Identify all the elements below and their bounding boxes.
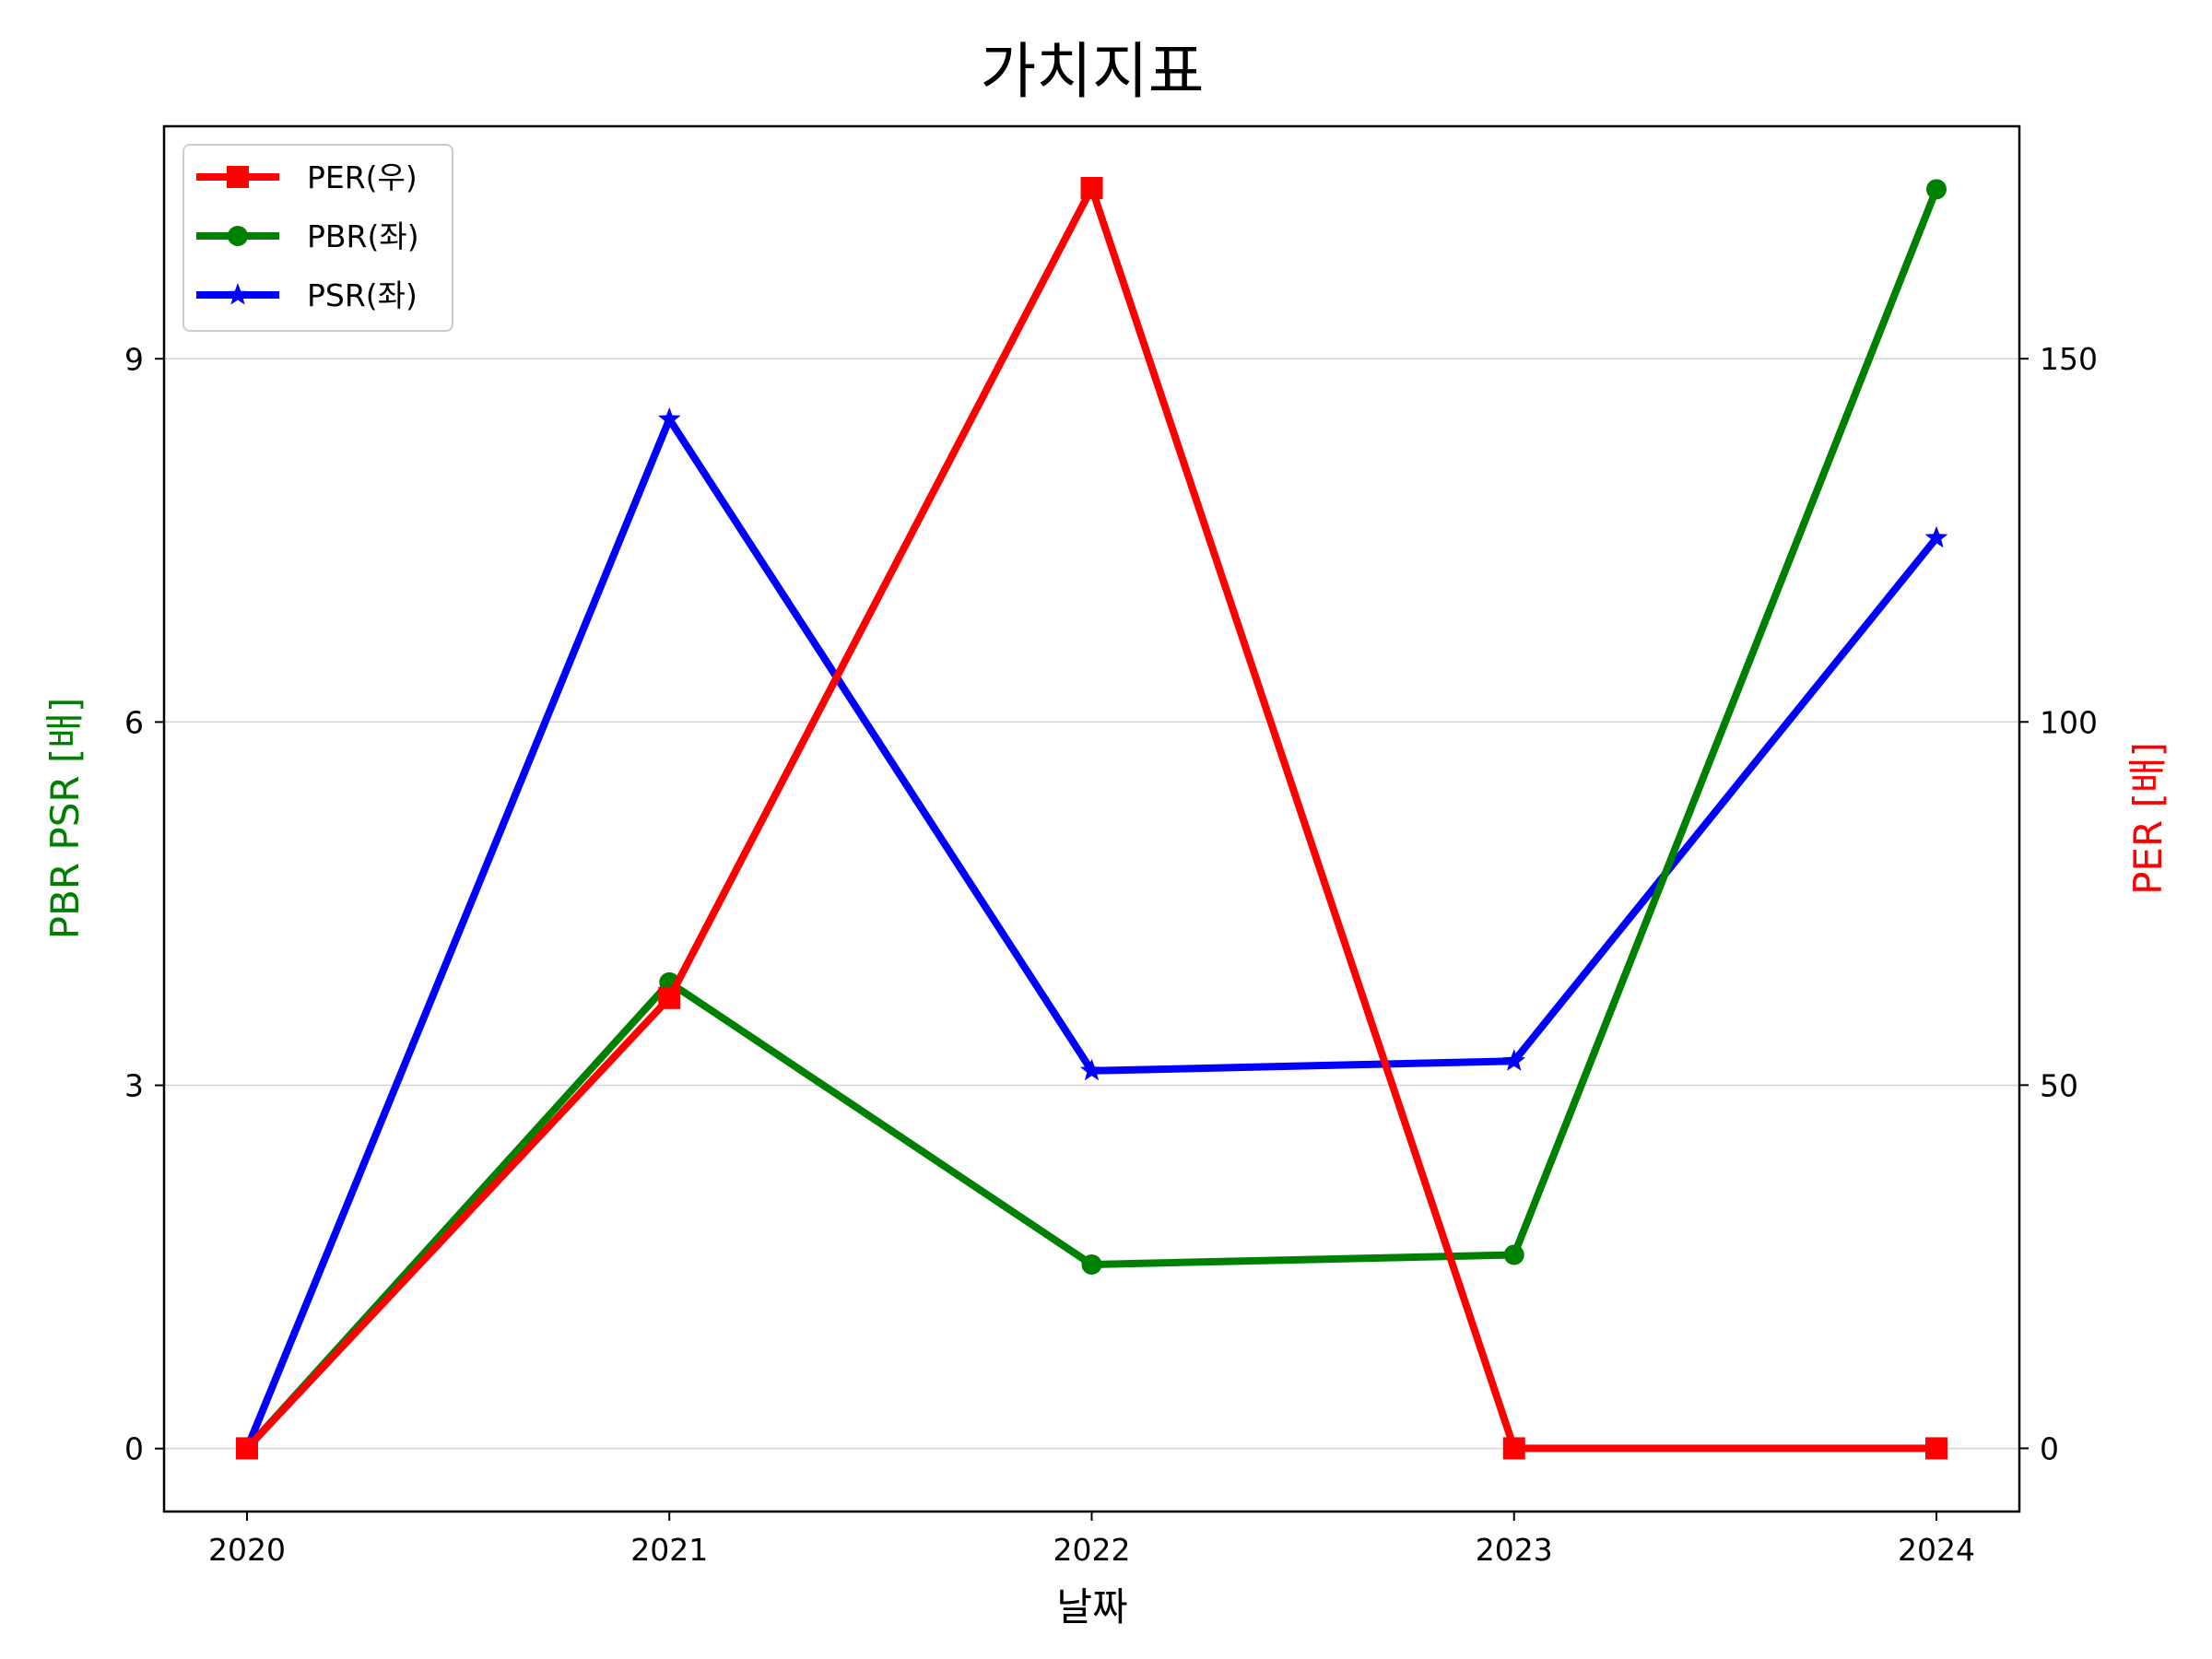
left-y-tick-label: 6 [124,704,144,740]
right-y-tick-label: 150 [2040,341,2098,377]
data-point [1502,1437,1525,1460]
x-tick-label: 2023 [1476,1532,1553,1568]
legend-item: PER(우) [196,159,418,195]
legend-frame [182,144,453,332]
left-y-axis-ticks: 0 3 6 9 [124,341,164,1467]
x-axis-ticks: 2020 2021 2022 2023 2024 [208,1512,1975,1568]
data-point [1926,179,1947,200]
legend-item: PBR(좌) [196,218,419,254]
data-point [1503,1244,1524,1265]
chart-title: 가치지표 [981,36,1205,107]
series-line [243,415,1940,1453]
legend: PER(우) PBR(좌) PSR(좌) [182,144,453,332]
series-layer [235,176,1948,1460]
data-point [1081,1253,1102,1275]
data-point [1925,1437,1947,1460]
data-point [658,986,681,1009]
data-point [236,1437,258,1460]
data-point [1502,1049,1526,1071]
legend-marker [226,283,250,305]
left-y-tick-label: 0 [124,1431,144,1467]
x-tick-label: 2024 [1898,1532,1975,1568]
x-axis-label: 날짜 [1056,1584,1127,1630]
data-point [657,406,681,429]
x-tick-label: 2022 [1053,1532,1131,1568]
data-point [1080,1058,1103,1081]
x-tick-label: 2021 [630,1532,708,1568]
left-y-tick-label: 3 [124,1068,144,1104]
legend-marker [227,166,249,188]
series-PER(우) [236,176,1947,1460]
right-y-tick-label: 50 [2040,1067,2078,1103]
plot-frame [162,124,2021,1513]
right-y-axis-label: PER [배] [2125,742,2171,895]
legend-label: PBR(좌) [307,218,419,254]
legend-item: PSR(좌) [196,277,418,313]
legend-label: PER(우) [307,159,418,195]
right-y-axis-ticks: 0 50 100 150 [2019,341,2098,1466]
legend-marker [228,226,248,246]
left-y-tick-label: 9 [124,341,144,377]
left-y-axis-label: PBR PSR [배] [42,698,88,940]
right-y-tick-label: 100 [2040,704,2098,740]
series-PBR(좌) [237,179,1947,1459]
series-PSR(좌) [235,406,1948,1459]
legend-label: PSR(좌) [307,277,418,313]
right-y-tick-label: 0 [2040,1430,2059,1466]
data-point [1080,176,1103,199]
x-tick-label: 2020 [208,1532,286,1568]
data-point [1924,525,1948,548]
grid-lines [164,358,2019,1450]
